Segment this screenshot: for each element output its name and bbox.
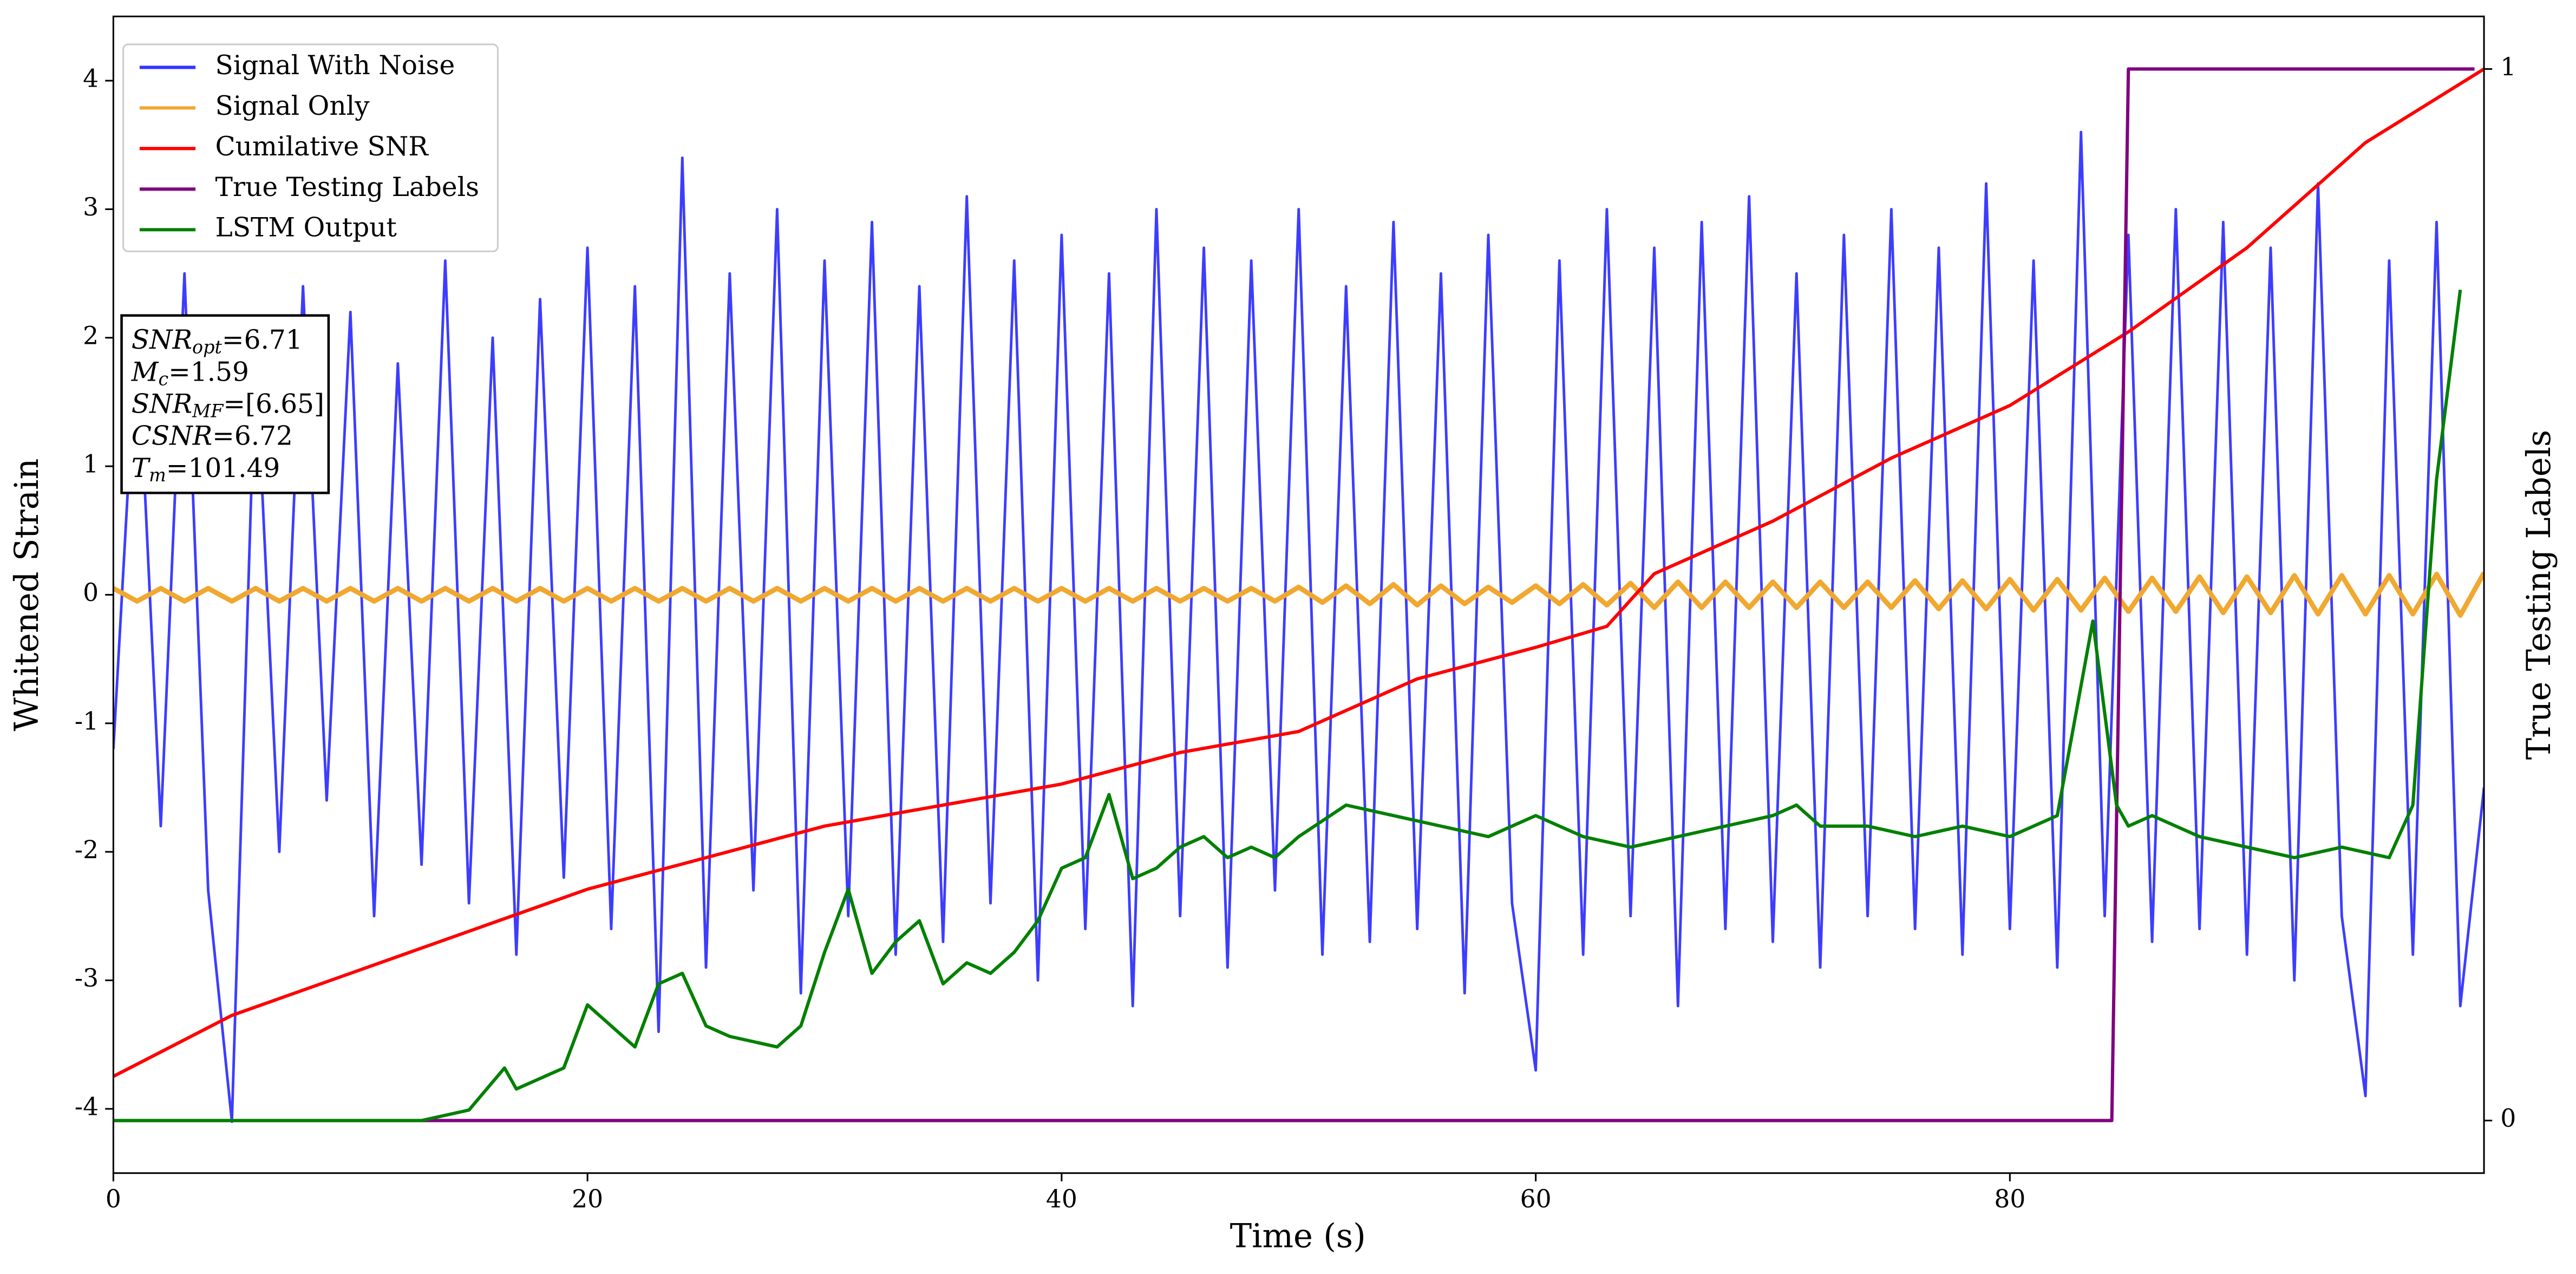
y-tick-label: -4 bbox=[75, 1092, 99, 1121]
series-line bbox=[113, 130, 2485, 1123]
y-tick-label: -2 bbox=[75, 835, 99, 864]
legend-label: LSTM Output bbox=[215, 213, 397, 243]
legend-label: True Testing Labels bbox=[215, 172, 480, 202]
y-axis-label: Whitened Strain bbox=[8, 459, 46, 731]
plot-frame bbox=[112, 15, 2485, 1174]
y2-tick-label: 0 bbox=[2500, 1104, 2516, 1133]
y-tick-label: -3 bbox=[75, 964, 99, 992]
annotation-rest: =6.71 bbox=[222, 325, 303, 355]
annotation: SNRopt=6.71Mc=1.59SNRMF=[6.65]CSNR=6.72T… bbox=[120, 314, 330, 494]
x-tick-label: 60 bbox=[1520, 1185, 1552, 1213]
annotation-sub: opt bbox=[192, 336, 222, 357]
annotation-sub: MF bbox=[192, 401, 224, 422]
plot-area bbox=[113, 67, 2485, 1123]
y2-tick-label: 1 bbox=[2500, 53, 2516, 81]
legend-label: Signal With Noise bbox=[215, 50, 455, 81]
x-tick-label: 0 bbox=[106, 1185, 121, 1213]
annotation-main: T bbox=[132, 453, 151, 483]
x-tick-label: 20 bbox=[572, 1185, 603, 1213]
x-axis-label: Time (s) bbox=[1230, 1218, 1366, 1256]
series-line bbox=[113, 289, 2462, 1122]
annotation-line: Tm=101.49 bbox=[132, 453, 280, 486]
y-tick-label: 0 bbox=[83, 578, 99, 607]
annotation-main: SNR bbox=[132, 325, 192, 355]
y-tick-label: 2 bbox=[83, 321, 99, 350]
y-tick-label: 4 bbox=[83, 64, 99, 93]
series-line bbox=[113, 67, 2485, 1078]
y-tick-label: -1 bbox=[75, 707, 99, 735]
annotation-rest: =1.59 bbox=[168, 357, 249, 387]
annotation-main: M bbox=[131, 357, 159, 387]
y-tick-label: 1 bbox=[83, 450, 99, 479]
legend: Signal With Noise Signal Only Cumilative S… bbox=[122, 43, 499, 252]
annotation-line: SNRMF=[6.65] bbox=[132, 389, 324, 422]
annotation-sub: c bbox=[158, 369, 168, 390]
series-line bbox=[113, 67, 2475, 1122]
y-tick-label: 3 bbox=[83, 193, 99, 221]
series-line bbox=[113, 571, 2485, 618]
legend-label: Signal Only bbox=[215, 91, 370, 121]
annotation-line: SNRopt=6.71 bbox=[132, 325, 303, 358]
legend-label: Cumilative SNR bbox=[215, 132, 429, 162]
annotation-line: Mc=1.59 bbox=[131, 357, 249, 390]
annotation-line: CSNR=6.72 bbox=[132, 421, 293, 451]
annotation-main: CSNR bbox=[132, 421, 212, 451]
legend-box bbox=[122, 43, 499, 252]
annotation-box bbox=[120, 314, 330, 494]
annotation-rest: =101.49 bbox=[166, 453, 280, 483]
annotation-rest: =6.72 bbox=[212, 421, 293, 451]
annotation-main: SNR bbox=[132, 389, 192, 419]
annotation-sub: m bbox=[149, 465, 166, 486]
annotation-rest: =[6.65] bbox=[223, 389, 324, 419]
x-tick-label: 40 bbox=[1046, 1185, 1077, 1213]
y2-axis-label: True Testing Labels bbox=[2520, 430, 2558, 760]
x-tick-label: 80 bbox=[1994, 1185, 2025, 1213]
